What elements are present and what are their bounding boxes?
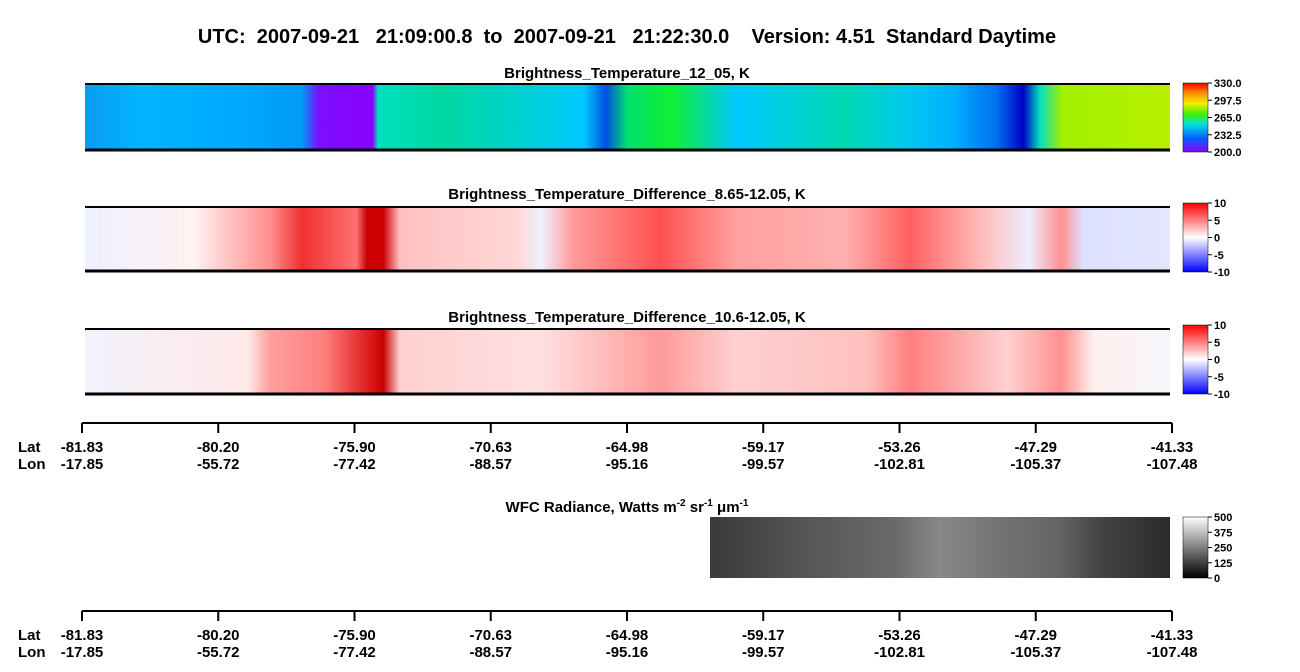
lon-tick-label: -77.42	[333, 456, 376, 473]
lon-tick-label: -99.57	[742, 644, 785, 661]
lon-tick-label: -107.48	[1147, 644, 1198, 661]
lon-tick-label: -107.48	[1147, 456, 1198, 473]
title-part: WFC Radiance, Watts m	[506, 499, 677, 516]
colorbar-label: 232.5	[1214, 130, 1242, 142]
title-part: μm	[713, 499, 740, 516]
colorbar	[1182, 324, 1209, 395]
lat-tick-label: -64.98	[606, 439, 649, 456]
lat-tick-label: -41.33	[1151, 439, 1194, 456]
axis-label: Lon	[18, 644, 46, 661]
colorbar-label: 5	[1214, 215, 1220, 227]
lat-tick-label: -75.90	[333, 439, 376, 456]
lon-tick-label: -102.81	[874, 456, 925, 473]
lon-tick-label: -99.57	[742, 456, 785, 473]
lon-tick-label: -17.85	[61, 456, 104, 473]
axis-label: Lon	[18, 456, 46, 473]
lon-tick-label: -95.16	[606, 456, 649, 473]
title-part: sr	[686, 499, 705, 516]
axis-label: Lat	[18, 627, 41, 644]
lat-tick-label: -81.83	[61, 627, 104, 644]
lat-tick-label: -70.63	[469, 627, 512, 644]
lat-tick-label: -75.90	[333, 627, 376, 644]
colorbar-label: 200.0	[1214, 147, 1242, 159]
colorbar-label: -5	[1214, 372, 1224, 384]
lat-tick-label: -70.63	[469, 439, 512, 456]
image-strip	[85, 328, 1170, 395]
panel-title: WFC Radiance, Watts m-2 sr-1 μm-1	[506, 498, 749, 516]
lon-tick-label: -105.37	[1010, 456, 1061, 473]
lat-tick-label: -53.26	[878, 439, 921, 456]
colorbar-label: 10	[1214, 198, 1226, 210]
colorbar-label: 0	[1214, 355, 1220, 367]
colorbar-label: 500	[1214, 512, 1232, 524]
lat-tick-label: -80.20	[197, 627, 240, 644]
lat-tick-label: -53.26	[878, 627, 921, 644]
lon-tick-label: -95.16	[606, 644, 649, 661]
colorbar	[1182, 82, 1209, 153]
colorbar-label: 5	[1214, 337, 1220, 349]
image-strip	[85, 83, 1170, 151]
lon-tick-label: -88.57	[469, 644, 512, 661]
lat-tick-label: -80.20	[197, 439, 240, 456]
image-strip	[85, 206, 1170, 272]
colorbar-label: 250	[1214, 543, 1232, 555]
lat-tick-label: -47.29	[1014, 627, 1057, 644]
colorbar	[1182, 516, 1209, 579]
colorbar-label: -5	[1214, 250, 1224, 262]
colorbar-label: -10	[1214, 389, 1230, 401]
image-strip	[710, 517, 1170, 578]
lon-tick-label: -88.57	[469, 456, 512, 473]
panel-title: Brightness_Temperature_Difference_10.6-1…	[448, 309, 806, 326]
title-sup: -1	[704, 498, 713, 509]
colorbar-label: 297.5	[1214, 95, 1242, 107]
colorbar	[1182, 202, 1209, 273]
axis-label: Lat	[18, 439, 41, 456]
lon-tick-label: -55.72	[197, 644, 240, 661]
lon-tick-label: -55.72	[197, 456, 240, 473]
colorbar-label: 0	[1214, 573, 1220, 585]
lat-tick-label: -64.98	[606, 627, 649, 644]
colorbar-label: -10	[1214, 267, 1230, 279]
figure-title: UTC: 2007-09-21 21:09:00.8 to 2007-09-21…	[198, 26, 1056, 48]
lon-tick-label: -77.42	[333, 644, 376, 661]
title-sup: -1	[740, 498, 749, 509]
colorbar-label: 330.0	[1214, 78, 1242, 90]
title-sup: -2	[677, 498, 686, 509]
colorbar-label: 265.0	[1214, 113, 1242, 125]
panel-title: Brightness_Temperature_Difference_8.65-1…	[448, 186, 806, 203]
lon-tick-label: -17.85	[61, 644, 104, 661]
lat-tick-label: -59.17	[742, 439, 785, 456]
lat-tick-label: -59.17	[742, 627, 785, 644]
colorbar-label: 125	[1214, 558, 1232, 570]
colorbar-label: 10	[1214, 320, 1226, 332]
lat-tick-label: -81.83	[61, 439, 104, 456]
lat-tick-label: -47.29	[1014, 439, 1057, 456]
lat-tick-label: -41.33	[1151, 627, 1194, 644]
lon-tick-label: -102.81	[874, 644, 925, 661]
panel-title: Brightness_Temperature_12_05, K	[504, 65, 750, 82]
colorbar-label: 375	[1214, 527, 1232, 539]
colorbar-label: 0	[1214, 233, 1220, 245]
lon-tick-label: -105.37	[1010, 644, 1061, 661]
